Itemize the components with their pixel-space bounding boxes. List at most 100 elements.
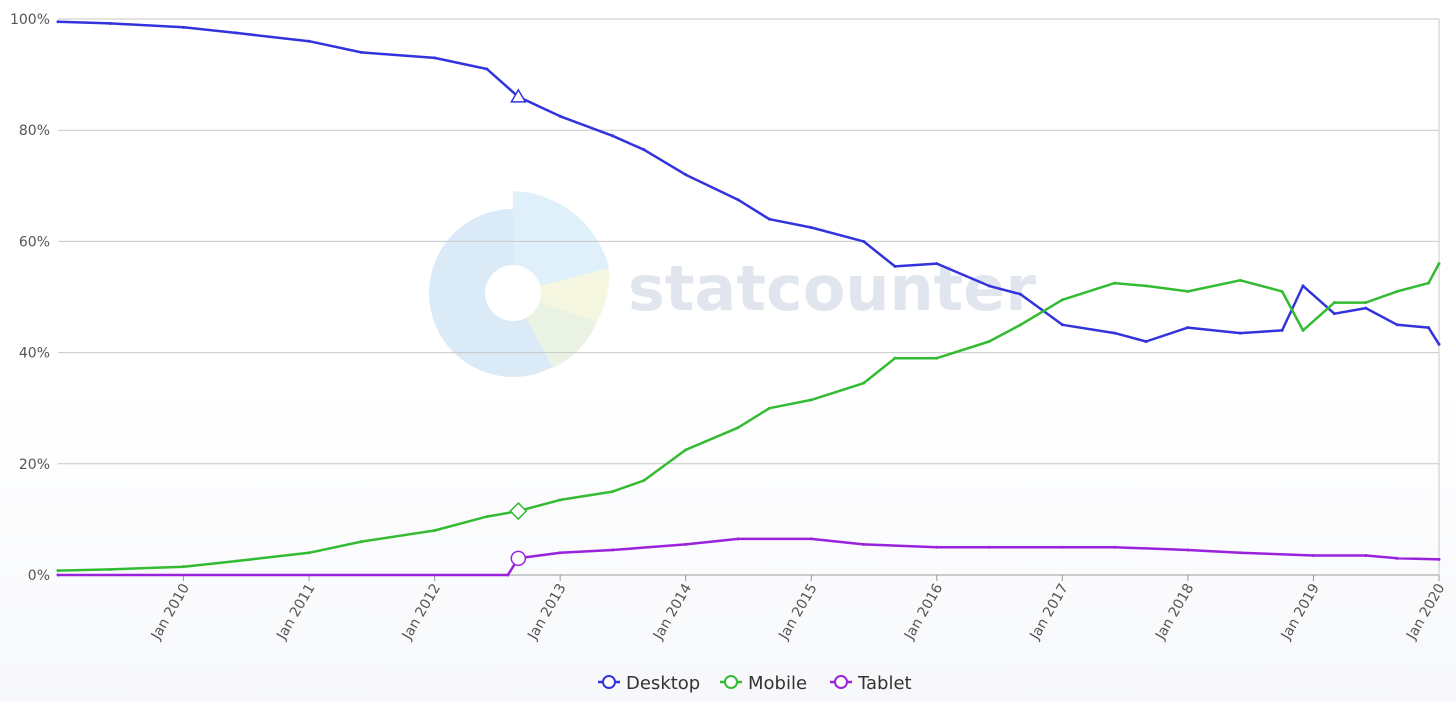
x-tick-label: Jan 2016 — [901, 581, 946, 643]
mobile-point — [767, 406, 771, 410]
tablet-point — [987, 545, 991, 549]
legend-marker-icon — [602, 675, 616, 689]
mobile-point — [935, 356, 939, 360]
tablet-point — [1238, 551, 1242, 555]
mobile-point — [1437, 262, 1441, 266]
desktop-point — [1364, 306, 1368, 310]
mobile-point — [987, 339, 991, 343]
desktop-point — [610, 134, 614, 138]
desktop-point — [182, 25, 186, 29]
y-tick-label: 100% — [10, 12, 50, 28]
desktop-point — [1113, 331, 1117, 335]
legend-item-tablet[interactable]: Tablet — [830, 673, 912, 694]
tablet-point — [1186, 548, 1190, 552]
desktop-point — [433, 56, 437, 60]
legend-item-desktop[interactable]: Desktop — [598, 673, 700, 694]
mobile-point — [1280, 289, 1284, 293]
legend: Desktop Mobile Tablet — [598, 673, 912, 694]
desktop-point — [108, 21, 112, 25]
desktop-point — [809, 226, 813, 229]
mobile-point — [893, 356, 897, 360]
y-tick-label: 20% — [19, 457, 50, 473]
desktop-point — [56, 20, 60, 24]
tablet-point — [610, 548, 614, 552]
mobile-point — [182, 565, 186, 569]
desktop-point — [1144, 339, 1148, 343]
desktop-point — [893, 264, 897, 268]
mobile-point — [1364, 301, 1368, 305]
tablet-point — [1437, 557, 1441, 561]
y-tick-label: 60% — [19, 234, 50, 250]
mobile-point — [1186, 289, 1190, 293]
x-tick-label: Jan 2020 — [1403, 581, 1448, 643]
mobile-point — [1395, 289, 1399, 293]
series-group — [56, 20, 1441, 577]
mobile-point — [610, 490, 614, 494]
legend-label: Desktop — [626, 673, 700, 694]
mobile-point — [1427, 281, 1431, 285]
tablet-point — [809, 537, 813, 541]
mobile-point — [558, 498, 562, 502]
desktop-point — [1332, 312, 1336, 316]
desktop-point — [1301, 284, 1305, 288]
x-tick-label: Jan 2017 — [1027, 581, 1072, 643]
desktop-point — [485, 67, 489, 71]
desktop-point — [642, 148, 646, 152]
tablet-point — [862, 542, 866, 546]
mobile-point — [1301, 328, 1305, 332]
mobile-point — [736, 426, 740, 430]
x-tick-label: Jan 2011 — [273, 581, 318, 643]
desktop-point — [1238, 331, 1242, 335]
desktop-point — [767, 217, 771, 221]
mobile-point — [359, 540, 363, 544]
mobile-point — [1060, 298, 1064, 302]
mobile-point — [1144, 284, 1148, 288]
x-tick-label: Jan 2019 — [1278, 581, 1323, 643]
y-tick-label: 80% — [19, 123, 50, 139]
mobile-point — [234, 559, 238, 563]
tablet-hover-marker — [510, 550, 527, 567]
y-tick-label: 40% — [19, 346, 50, 362]
legend-marker-icon — [834, 675, 848, 689]
mobile-point — [809, 398, 813, 402]
mobile-point — [642, 478, 646, 482]
y-axis: 0% 20% 40% 60% 80% 100% — [10, 12, 50, 584]
desktop-point — [684, 173, 688, 177]
desktop-point — [1437, 342, 1441, 346]
x-tick-label: Jan 2014 — [650, 581, 695, 643]
legend-marker-icon — [724, 675, 738, 689]
desktop-point — [1019, 292, 1023, 296]
desktop-point — [1280, 328, 1284, 332]
mobile-point — [108, 567, 112, 571]
tablet-point — [684, 542, 688, 546]
x-tick-label: Jan 2015 — [776, 581, 821, 643]
mobile-point — [684, 448, 688, 452]
desktop-point — [1186, 326, 1190, 330]
desktop-hover-marker — [510, 88, 527, 103]
mobile-point — [1019, 323, 1023, 327]
x-tick-label: Jan 2013 — [524, 581, 569, 643]
x-tick-label: Jan 2010 — [148, 581, 193, 643]
grid — [58, 18, 1440, 576]
tablet-point — [935, 545, 939, 549]
mobile-point — [307, 551, 311, 555]
svg-text:statcounter: statcounter — [628, 252, 1036, 325]
statcounter-watermark: statcounter — [429, 191, 1036, 377]
desktop-point — [307, 39, 311, 43]
mobile-point — [485, 515, 489, 519]
desktop-point — [736, 198, 740, 202]
mobile-point — [56, 569, 60, 573]
legend-item-mobile[interactable]: Mobile — [720, 673, 807, 694]
mobile-point — [862, 381, 866, 385]
tablet-point — [1311, 554, 1315, 558]
mobile-point — [1332, 301, 1336, 305]
desktop-point — [234, 31, 238, 35]
mobile-hover-marker — [509, 501, 528, 521]
x-tick-label: Jan 2012 — [399, 581, 444, 643]
legend-label: Tablet — [857, 673, 912, 694]
desktop-point — [862, 239, 866, 243]
desktop-point — [359, 50, 363, 54]
x-axis: Jan 2010 Jan 2011 Jan 2012 Jan 2013 Jan 2014… — [148, 575, 1448, 643]
